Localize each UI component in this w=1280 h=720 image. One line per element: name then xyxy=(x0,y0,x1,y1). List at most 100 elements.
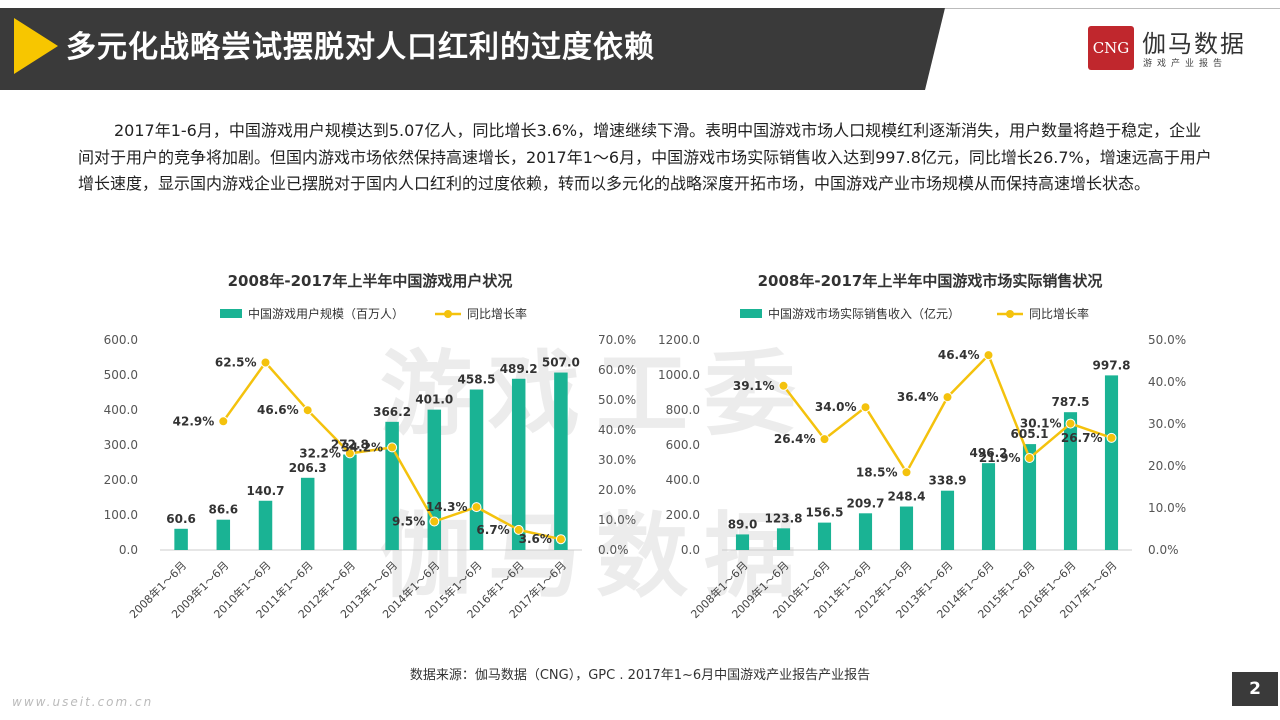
left-axis-tick: 400.0 xyxy=(666,473,700,487)
growth-point xyxy=(901,467,912,478)
bar-value-label: 156.5 xyxy=(806,506,844,520)
left-axis-tick: 1200.0 xyxy=(658,333,700,347)
bar-value-label: 401.0 xyxy=(415,393,453,407)
left-axis-tick: 500.0 xyxy=(104,368,138,382)
left-axis-tick: 200.0 xyxy=(666,508,700,522)
legend-bar-label: 中国游戏市场实际销售收入（亿元） xyxy=(768,306,960,321)
growth-point xyxy=(218,416,229,427)
left-axis-tick: 0.0 xyxy=(681,543,700,557)
bar xyxy=(735,534,750,550)
logo-subtitle: 游戏产业报告 xyxy=(1143,59,1228,69)
page-title: 多元化战略尝试摆脱对人口红利的过度依赖 xyxy=(66,30,655,65)
bar xyxy=(899,506,914,550)
legend-line-marker xyxy=(1006,310,1014,318)
left-axis-tick: 200.0 xyxy=(104,473,138,487)
bar-value-label: 86.6 xyxy=(208,503,238,517)
bar-value-label: 272.8 xyxy=(331,438,369,452)
growth-value-label: 46.6% xyxy=(257,403,299,417)
chart-title: 2008年-2017年上半年中国游戏市场实际销售状况 xyxy=(758,272,1103,290)
growth-point xyxy=(344,448,355,459)
bar xyxy=(817,522,832,550)
growth-point xyxy=(555,534,566,545)
bar xyxy=(258,500,273,550)
growth-value-label: 18.5% xyxy=(856,465,898,479)
growth-value-label: 14.3% xyxy=(426,500,468,514)
right-axis-tick: 40.0% xyxy=(1148,375,1186,389)
growth-point xyxy=(1106,432,1117,443)
right-axis-tick: 20.0% xyxy=(598,483,636,497)
right-axis-tick: 10.0% xyxy=(1148,501,1186,515)
chart-title: 2008年-2017年上半年中国游戏用户状况 xyxy=(228,272,513,290)
growth-point xyxy=(1065,418,1076,429)
growth-value-label: 39.1% xyxy=(733,379,775,393)
legend-bar-swatch xyxy=(220,309,242,318)
growth-point xyxy=(819,434,830,445)
bar xyxy=(776,528,791,550)
bar-value-label: 209.7 xyxy=(847,496,885,510)
growth-value-label: 9.5% xyxy=(392,515,425,529)
right-axis-tick: 30.0% xyxy=(1148,417,1186,431)
growth-value-label: 34.2% xyxy=(341,440,383,454)
right-axis-tick: 20.0% xyxy=(1148,459,1186,473)
growth-point xyxy=(1024,453,1035,464)
legend-bar-label: 中国游戏用户规模（百万人） xyxy=(248,306,404,321)
growth-point xyxy=(429,516,440,527)
bar-value-label: 496.2 xyxy=(970,446,1008,460)
growth-value-label: 26.4% xyxy=(774,432,816,446)
growth-value-label: 6.7% xyxy=(476,523,509,537)
bar xyxy=(300,477,315,550)
play-triangle-icon xyxy=(14,18,58,74)
title-banner xyxy=(0,8,945,90)
legend-line-marker xyxy=(444,310,452,318)
growth-point xyxy=(260,357,271,368)
left-axis-tick: 1000.0 xyxy=(658,368,700,382)
growth-point xyxy=(778,380,789,391)
legend-bar-swatch xyxy=(740,309,762,318)
growth-point xyxy=(513,524,524,535)
legend-line-label: 同比增长率 xyxy=(1029,306,1089,321)
right-axis-tick: 50.0% xyxy=(1148,333,1186,347)
bar xyxy=(1022,444,1037,550)
right-axis-tick: 70.0% xyxy=(598,333,636,347)
bar xyxy=(216,519,231,550)
bar-value-label: 997.8 xyxy=(1093,358,1131,372)
bar-value-label: 338.9 xyxy=(929,474,967,488)
bar-value-label: 489.2 xyxy=(500,362,538,376)
growth-value-label: 26.7% xyxy=(1061,431,1103,445)
logo-badge: CNG xyxy=(1088,26,1134,70)
logo-name: 伽马数据 xyxy=(1142,30,1246,58)
growth-value-label: 62.5% xyxy=(215,356,257,370)
right-axis-tick: 10.0% xyxy=(598,513,636,527)
bar-value-label: 248.4 xyxy=(888,490,926,504)
bar xyxy=(1063,412,1078,550)
growth-value-label: 32.2% xyxy=(299,446,341,460)
revenue-chart: 2008年-2017年上半年中国游戏市场实际销售状况中国游戏市场实际销售收入（亿… xyxy=(658,272,1186,621)
bar xyxy=(940,490,955,550)
header-divider xyxy=(945,8,1280,9)
growth-point xyxy=(471,502,482,513)
bar xyxy=(427,409,442,550)
bar xyxy=(981,463,996,550)
bar-value-label: 123.8 xyxy=(765,511,803,525)
bar-value-label: 206.3 xyxy=(289,461,327,475)
bar-value-label: 89.0 xyxy=(728,517,758,531)
growth-point xyxy=(942,392,953,403)
right-axis-tick: 0.0% xyxy=(1148,543,1179,557)
growth-value-label: 34.0% xyxy=(815,400,857,414)
right-axis-tick: 30.0% xyxy=(598,453,636,467)
growth-value-label: 3.6% xyxy=(519,532,552,546)
legend-line-label: 同比增长率 xyxy=(467,306,527,321)
bar xyxy=(385,421,399,550)
growth-value-label: 46.4% xyxy=(938,348,980,362)
bar xyxy=(554,372,568,550)
right-axis-tick: 60.0% xyxy=(598,363,636,377)
left-axis-tick: 400.0 xyxy=(104,403,138,417)
left-axis-tick: 600.0 xyxy=(104,333,138,347)
bar-value-label: 605.1 xyxy=(1011,427,1049,441)
bar xyxy=(1104,375,1119,550)
data-source: 数据来源：伽马数据（CNG），GPC . 2017年1~6月中国游戏产业报告产业… xyxy=(409,668,871,683)
bar-value-label: 366.2 xyxy=(373,405,411,419)
bar xyxy=(343,454,357,550)
watermark-line2: 伽马数据 xyxy=(380,503,813,610)
